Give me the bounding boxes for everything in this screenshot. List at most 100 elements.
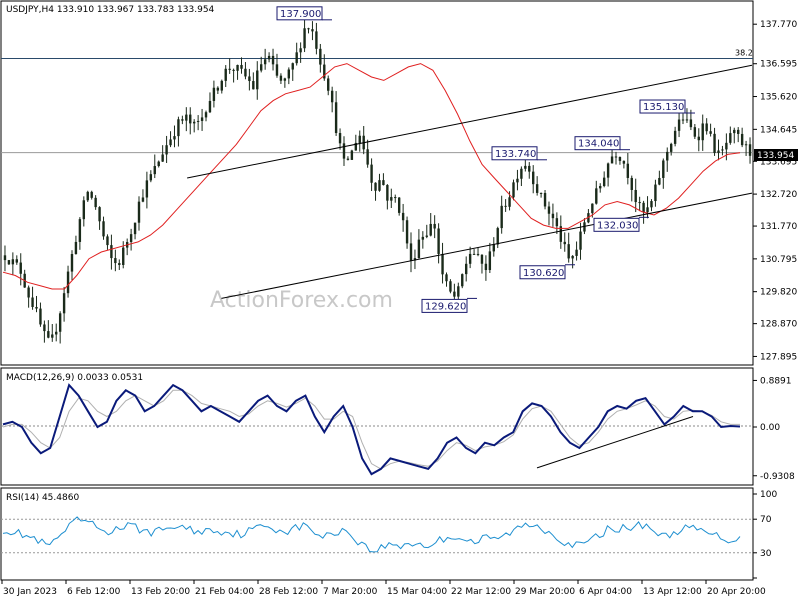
candle-body bbox=[86, 191, 89, 201]
candle-body bbox=[662, 160, 665, 178]
candle-body bbox=[204, 112, 208, 118]
current-price-tag: 133.954 bbox=[754, 149, 798, 161]
candle-body bbox=[133, 222, 137, 235]
candle-body bbox=[476, 253, 480, 255]
candle-body bbox=[263, 59, 267, 65]
candle-body bbox=[303, 28, 306, 49]
macd-panel: MACD(12,26,9) 0.0033 0.0531 0.8891 0.00 -0… bbox=[0, 367, 795, 486]
candle-body bbox=[31, 297, 34, 307]
candle-body bbox=[39, 308, 42, 325]
candle-body bbox=[725, 142, 728, 150]
candle-body bbox=[413, 258, 417, 261]
candle-body bbox=[709, 131, 712, 134]
candle-body bbox=[374, 182, 377, 191]
candle-body bbox=[504, 205, 507, 207]
candle-body bbox=[543, 192, 547, 207]
candle-body bbox=[287, 69, 291, 79]
candle-body bbox=[457, 286, 460, 297]
candle-body bbox=[697, 136, 700, 141]
watermark: ActionForex.com bbox=[210, 288, 393, 313]
x-tick-label: 29 Mar 20:00 bbox=[515, 587, 575, 597]
price-y-tick-label: 135.620 bbox=[760, 93, 797, 103]
rsi-line bbox=[2, 516, 741, 553]
candle-body bbox=[472, 253, 476, 255]
x-tick-label: 7 Mar 20:00 bbox=[323, 587, 378, 597]
candle-body bbox=[713, 133, 716, 153]
candle-body bbox=[185, 114, 188, 121]
candle-body bbox=[110, 245, 113, 259]
candle-body bbox=[520, 168, 523, 179]
price-y-axis: 137.770 136.595 135.620 134.645 133.695 132.7… bbox=[753, 20, 797, 362]
level-label-text: 130.620 bbox=[523, 268, 564, 279]
candle-body bbox=[740, 133, 744, 146]
fib-38-2-line: 38.2 bbox=[1, 49, 753, 60]
candle-body bbox=[733, 129, 736, 134]
candle-body bbox=[350, 150, 354, 160]
candle-body bbox=[409, 243, 413, 261]
candle-body bbox=[94, 197, 97, 208]
candle-body bbox=[646, 207, 649, 213]
candle-body bbox=[129, 234, 133, 243]
candle-body bbox=[319, 48, 322, 65]
candle-body bbox=[480, 254, 484, 264]
rsi-y-tick-label: 100 bbox=[760, 490, 777, 500]
candle-body bbox=[677, 119, 681, 131]
price-y-tick-label: 130.795 bbox=[760, 255, 797, 265]
level-label-text: 129.620 bbox=[425, 301, 466, 312]
candle-body bbox=[737, 129, 740, 134]
candle-body bbox=[260, 64, 263, 71]
candle-body bbox=[382, 180, 385, 186]
candle-body bbox=[488, 251, 492, 271]
candle-body bbox=[433, 223, 436, 229]
candle-body bbox=[370, 164, 373, 183]
candle-body bbox=[114, 258, 117, 264]
candle-body bbox=[327, 78, 330, 91]
candle-body bbox=[583, 222, 586, 232]
candle-body bbox=[192, 121, 196, 124]
candle-body bbox=[532, 171, 535, 185]
candle-body bbox=[508, 197, 511, 207]
candle-body bbox=[3, 255, 7, 261]
candle-body bbox=[705, 123, 708, 132]
candle-body bbox=[118, 263, 121, 265]
candle-body bbox=[591, 203, 594, 214]
candle-body bbox=[271, 55, 275, 65]
candle-body bbox=[295, 52, 298, 64]
candle-body bbox=[500, 205, 503, 229]
candle-body bbox=[267, 55, 271, 60]
x-tick-label: 22 Mar 12:00 bbox=[451, 587, 511, 597]
price-y-tick-label: 132.720 bbox=[760, 190, 797, 200]
price-level-labels: 137.900 129.620 133.740 134.040 130.620 132.0… bbox=[276, 6, 695, 313]
x-tick-label: 6 Feb 12:00 bbox=[67, 587, 121, 597]
fib-line-label: 38.2 bbox=[735, 49, 753, 58]
candle-body bbox=[181, 119, 184, 121]
level-label-box bbox=[639, 99, 686, 114]
candle-body bbox=[524, 165, 527, 169]
candle-body bbox=[528, 165, 531, 172]
candle-body bbox=[27, 287, 30, 298]
price-candles bbox=[3, 18, 752, 344]
candle-body bbox=[66, 271, 70, 294]
candle-body bbox=[390, 197, 393, 201]
candle-body bbox=[453, 291, 456, 297]
candle-body bbox=[606, 163, 610, 178]
candle-body bbox=[177, 119, 180, 137]
candle-body bbox=[354, 142, 358, 151]
candle-body bbox=[74, 241, 78, 255]
candle-body bbox=[338, 133, 342, 144]
level-label-text: 134.040 bbox=[578, 139, 619, 150]
x-tick-label: 13 Apr 12:00 bbox=[643, 587, 702, 597]
candle-body bbox=[173, 136, 176, 140]
candle-body bbox=[397, 197, 401, 213]
candle-body bbox=[47, 331, 50, 338]
candle-body bbox=[70, 254, 74, 272]
level-label-box bbox=[574, 136, 621, 151]
candle-body bbox=[82, 200, 86, 220]
candle-body bbox=[102, 221, 105, 237]
candle-body bbox=[610, 156, 614, 164]
candle-body bbox=[224, 68, 227, 81]
candle-body bbox=[220, 80, 223, 91]
candle-body bbox=[547, 206, 551, 214]
candle-body bbox=[555, 218, 559, 227]
candle-body bbox=[19, 262, 22, 274]
